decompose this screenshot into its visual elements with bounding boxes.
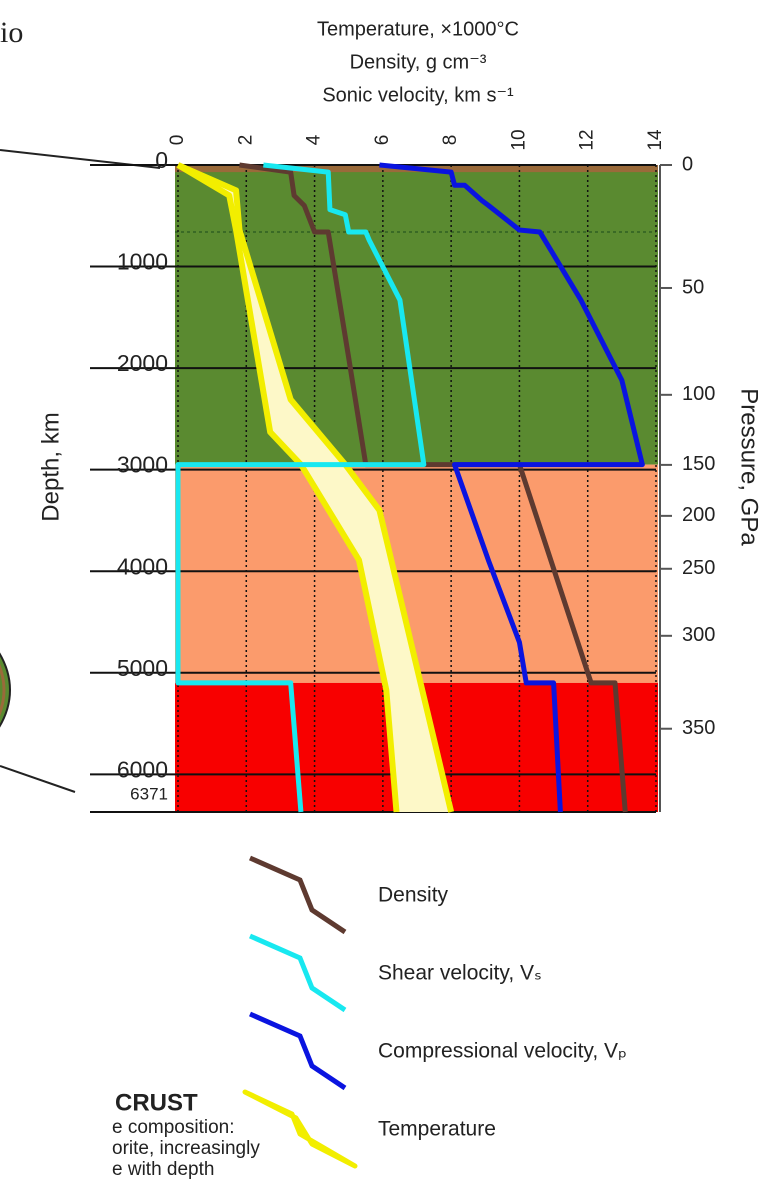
y-tick-label: 6371	[130, 784, 168, 803]
y-tick-label: 6000	[117, 756, 168, 782]
y-tick-label: 1000	[117, 249, 168, 275]
legend-label: Compressional velocity, Vₚ	[378, 1040, 627, 1063]
x-tick-label: 2	[235, 135, 256, 146]
fragment-text: io	[0, 16, 23, 49]
annotation: e composition:	[112, 1117, 235, 1138]
y-tick-label: 2000	[117, 350, 168, 376]
y2-tick-label: 350	[682, 717, 715, 739]
y2-tick-label: 0	[682, 153, 693, 175]
series-line	[239, 162, 628, 813]
layer	[175, 464, 658, 683]
y2-axis-label: Pressure, GPa	[736, 388, 763, 546]
annotation: e with depth	[112, 1159, 214, 1180]
legend-swatch	[242, 1089, 358, 1169]
y-tick-label: 5000	[117, 655, 168, 681]
x-tick-label: 4	[304, 134, 325, 145]
y2-tick-label: 300	[682, 624, 715, 646]
legend-swatch	[248, 933, 347, 1013]
y2-tick-label: 200	[682, 504, 715, 526]
temperature-bound	[176, 162, 455, 813]
y2-tick-label: 150	[682, 453, 715, 475]
x-axis-label: Temperature, ×1000°C	[317, 18, 519, 40]
legend-label: Temperature	[378, 1118, 496, 1141]
x-axis-label: Density, g cm⁻³	[350, 51, 487, 73]
x-tick-label: 12	[577, 129, 598, 150]
x-tick-label: 0	[167, 135, 188, 146]
y-tick-label: 4000	[117, 553, 168, 579]
series-line	[175, 162, 427, 813]
temperature-bound	[176, 162, 400, 813]
x-tick-label: 8	[440, 135, 461, 146]
temperature-band	[178, 165, 452, 812]
y-tick-label: 3000	[117, 452, 168, 478]
annotation: CRUST	[115, 1089, 198, 1116]
y2-tick-label: 50	[682, 276, 704, 298]
y-axis-label: Depth, km	[37, 412, 64, 521]
legend-label: Shear velocity, Vₛ	[378, 962, 542, 985]
legend-swatch	[248, 1011, 347, 1091]
x-axis-label: Sonic velocity, km s⁻¹	[322, 84, 514, 106]
y-tick-label: 0	[155, 147, 168, 173]
x-tick-label: 6	[372, 135, 393, 146]
x-tick-label: 14	[645, 129, 666, 151]
legend-swatch	[248, 855, 347, 935]
legend-label: Density	[378, 884, 449, 907]
series-line	[379, 162, 645, 813]
x-tick-label: 10	[508, 129, 529, 150]
y2-tick-label: 250	[682, 557, 715, 579]
annotation: orite, increasingly	[112, 1138, 260, 1159]
y2-tick-label: 100	[682, 383, 715, 405]
